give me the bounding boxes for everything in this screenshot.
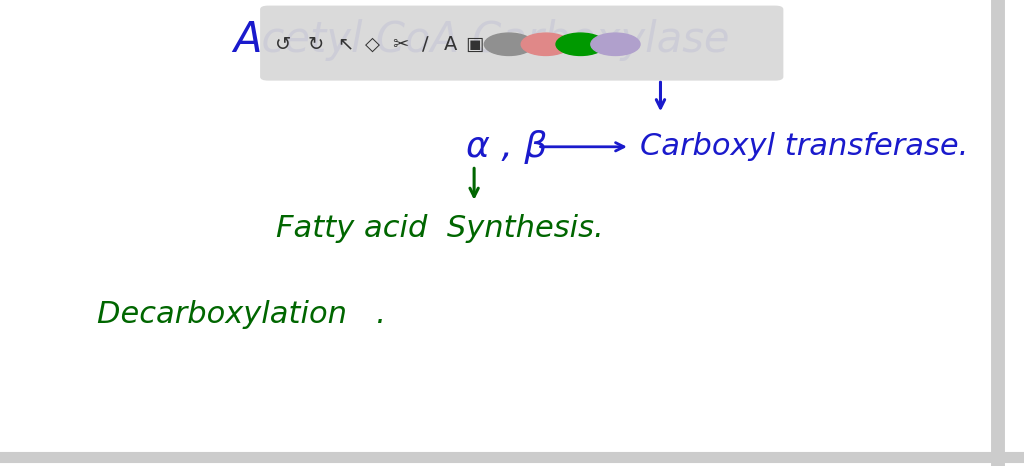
Text: α , β: α , β xyxy=(466,130,547,164)
Circle shape xyxy=(484,33,534,55)
Text: A: A xyxy=(443,35,458,54)
Circle shape xyxy=(521,33,570,55)
Circle shape xyxy=(591,33,640,55)
Text: ↺: ↺ xyxy=(275,35,292,54)
Text: ✂: ✂ xyxy=(392,35,409,54)
Text: ◇: ◇ xyxy=(366,35,380,54)
Text: Carboxyl transferase.: Carboxyl transferase. xyxy=(640,132,969,161)
FancyBboxPatch shape xyxy=(260,6,783,81)
Text: Fatty acid  Synthesis.: Fatty acid Synthesis. xyxy=(276,214,604,243)
Circle shape xyxy=(556,33,605,55)
Text: ↖: ↖ xyxy=(337,35,353,54)
Text: Decarboxylation   .: Decarboxylation . xyxy=(97,300,386,329)
Text: ↻: ↻ xyxy=(307,35,324,54)
Text: Acetyl CoA Carboxylase: Acetyl CoA Carboxylase xyxy=(233,19,729,61)
Text: ∕: ∕ xyxy=(422,35,428,54)
Text: ▣: ▣ xyxy=(465,35,483,54)
